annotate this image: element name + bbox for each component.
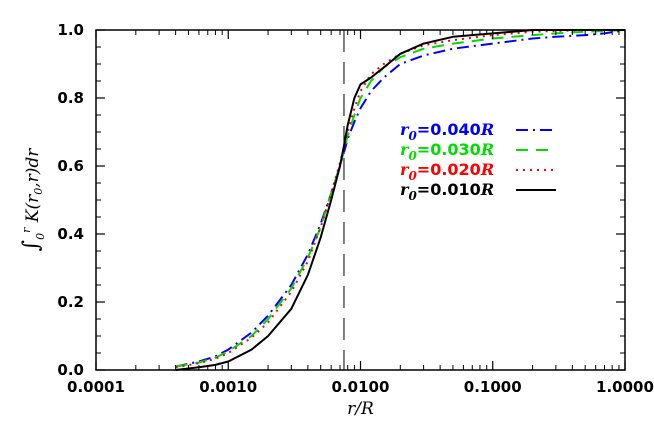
legend-label: r0=0.040R — [400, 120, 494, 143]
series-line — [175, 29, 626, 368]
y-tick-label: 0.2 — [57, 293, 84, 311]
y-tick-label: 0.0 — [57, 361, 84, 379]
legend-label: r0=0.030R — [400, 140, 494, 163]
series-line — [175, 29, 625, 369]
series-line — [175, 29, 626, 368]
x-tick-label: 0.1000 — [464, 378, 522, 396]
y-tick-label: 1.0 — [57, 21, 84, 39]
x-tick-label: 1.0000 — [596, 378, 654, 396]
x-axis-label: r/R — [347, 399, 374, 419]
tick-layer: 0.0001 0.0010 0.0100 0.1000 1.0000 0.0 0.2 0.4 0… — [57, 21, 654, 396]
x-tick-label: 0.0001 — [67, 378, 125, 396]
legend-label: r0=0.020R — [400, 160, 494, 183]
x-tick-label: 0.0010 — [199, 378, 257, 396]
y-axis-label-text: ∫0r K(r0,r)dr — [19, 148, 47, 252]
y-tick-label: 0.4 — [57, 225, 84, 243]
y-axis-label: ∫0r K(r0,r)dr — [19, 148, 47, 252]
y-tick-label: 0.8 — [57, 89, 84, 107]
legend-label: r0=0.010R — [400, 180, 494, 203]
x-tick-label: 0.0100 — [332, 378, 390, 396]
y-tick-label: 0.6 — [57, 157, 84, 175]
